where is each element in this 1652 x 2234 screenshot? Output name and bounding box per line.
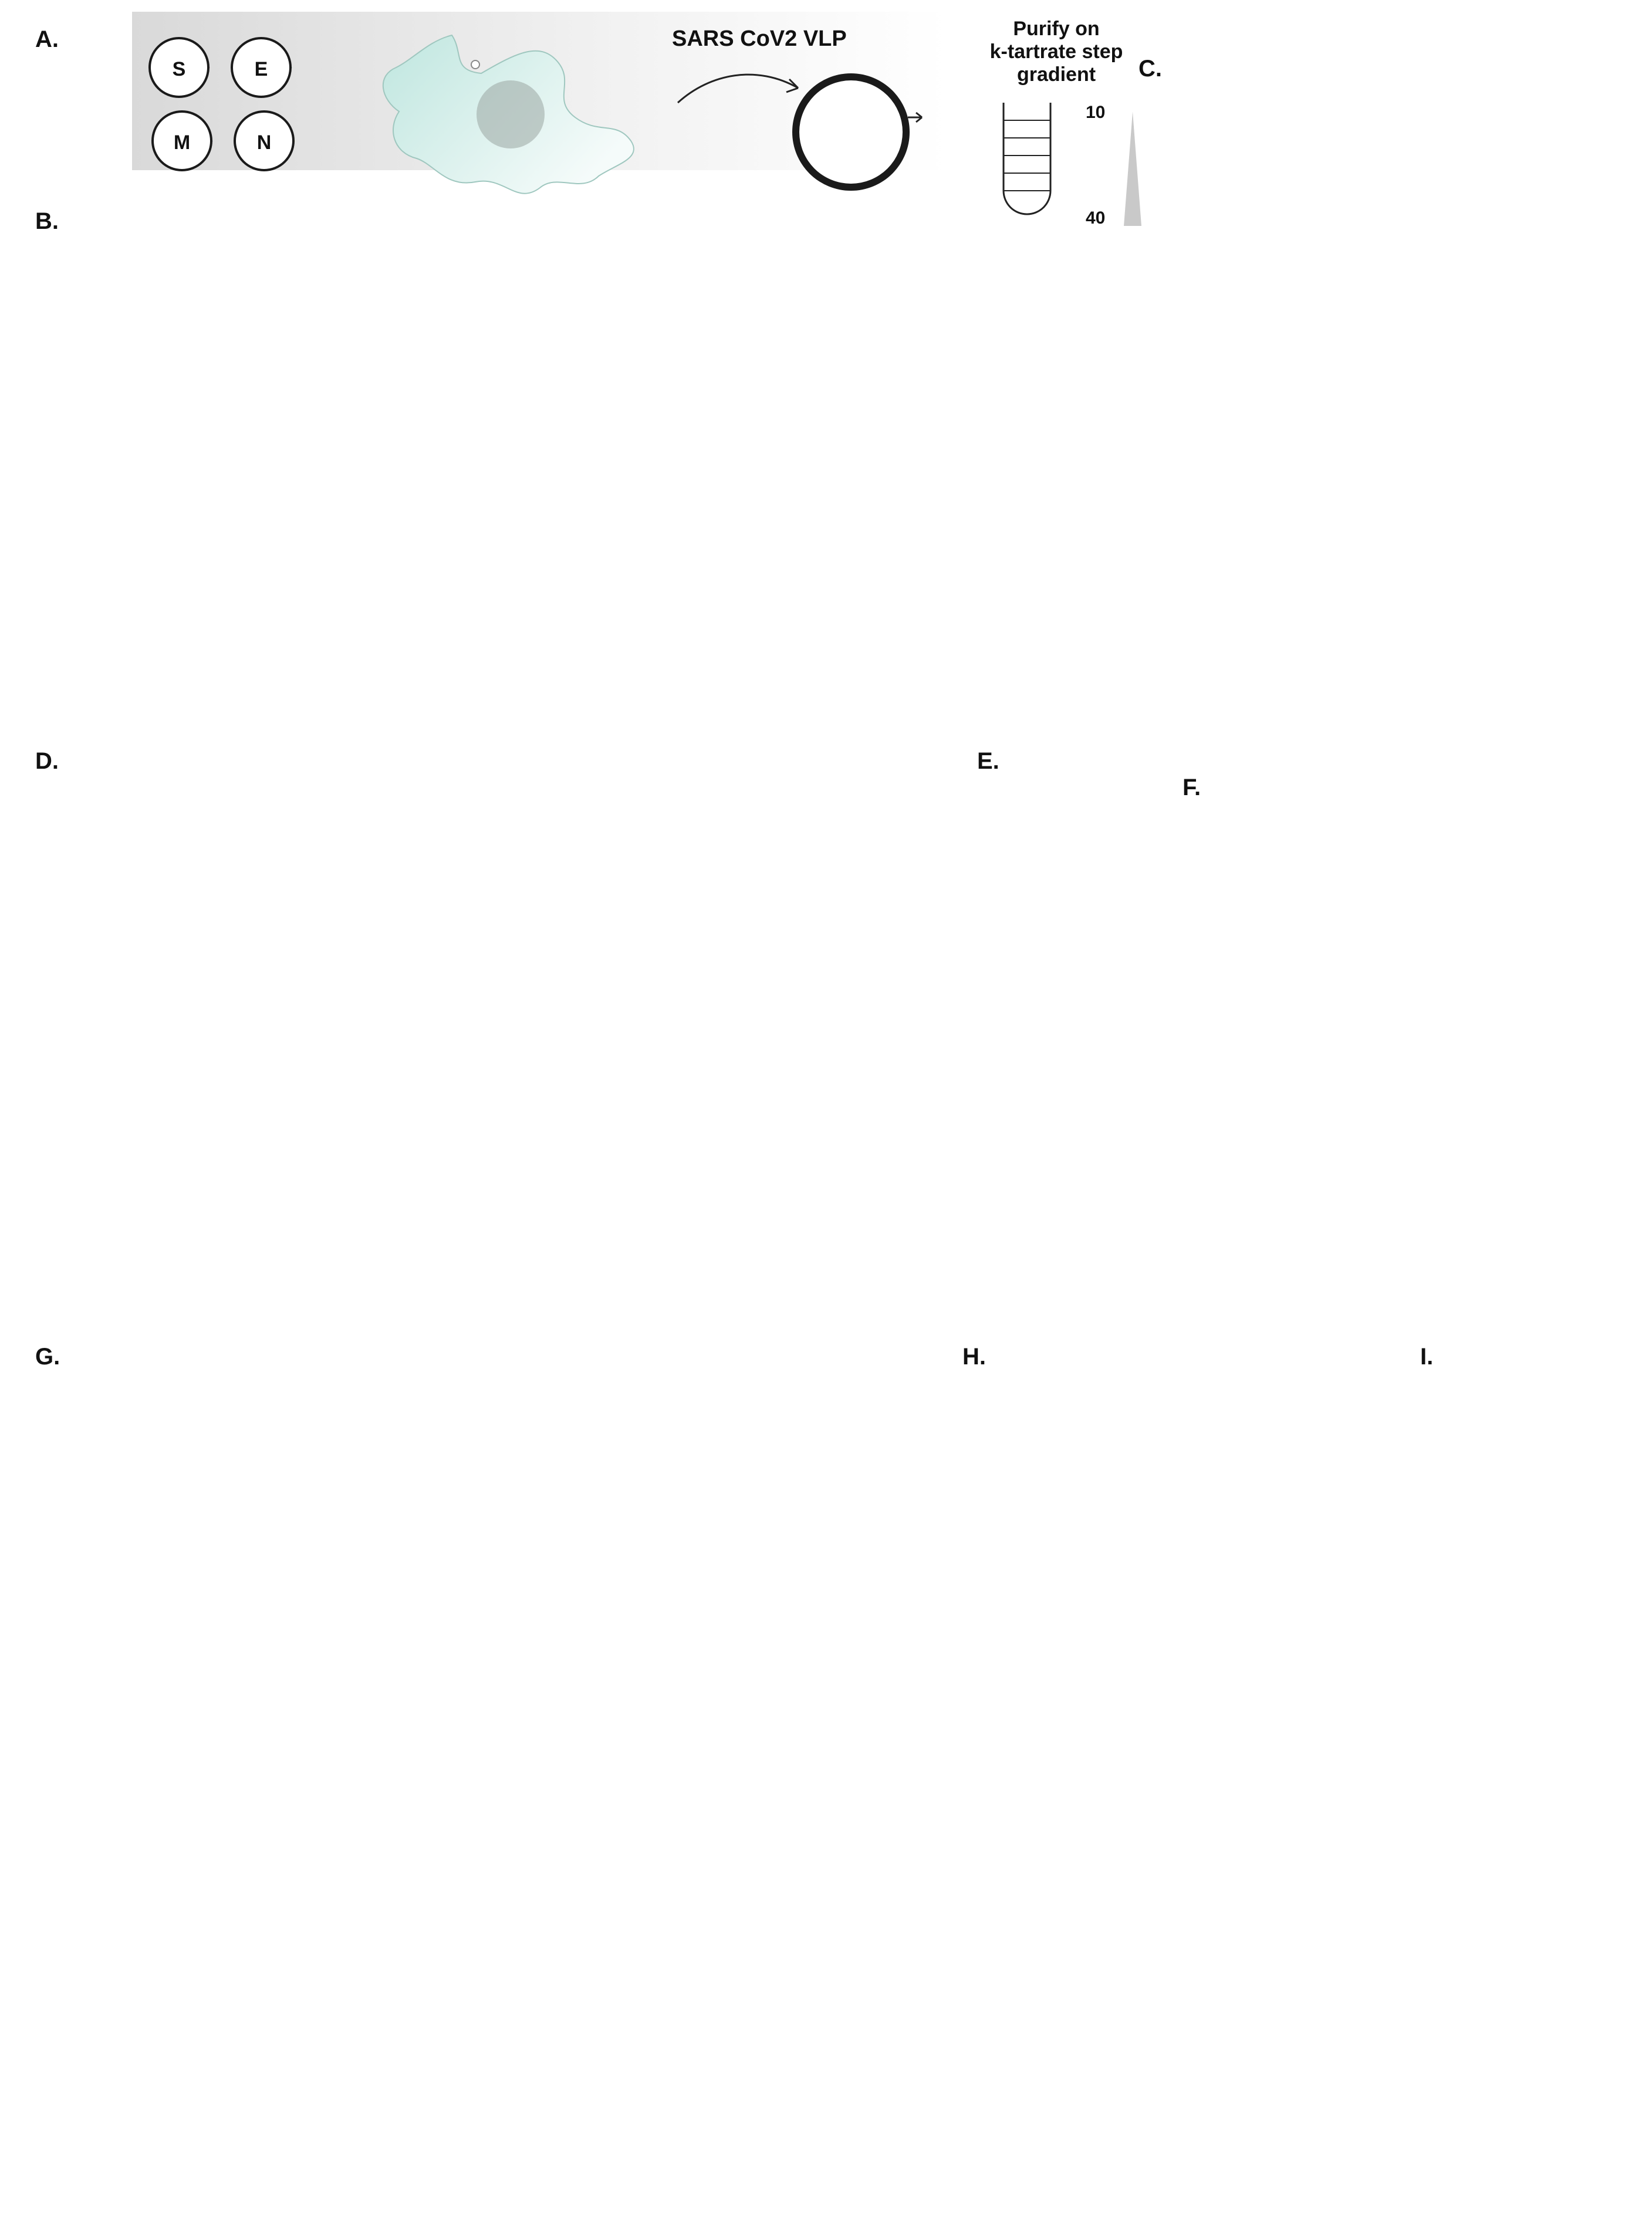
svg-text:M: M — [174, 131, 190, 154]
svg-text:N: N — [257, 131, 272, 154]
svg-text:S: S — [173, 58, 186, 80]
svg-text:E: E — [255, 58, 268, 80]
